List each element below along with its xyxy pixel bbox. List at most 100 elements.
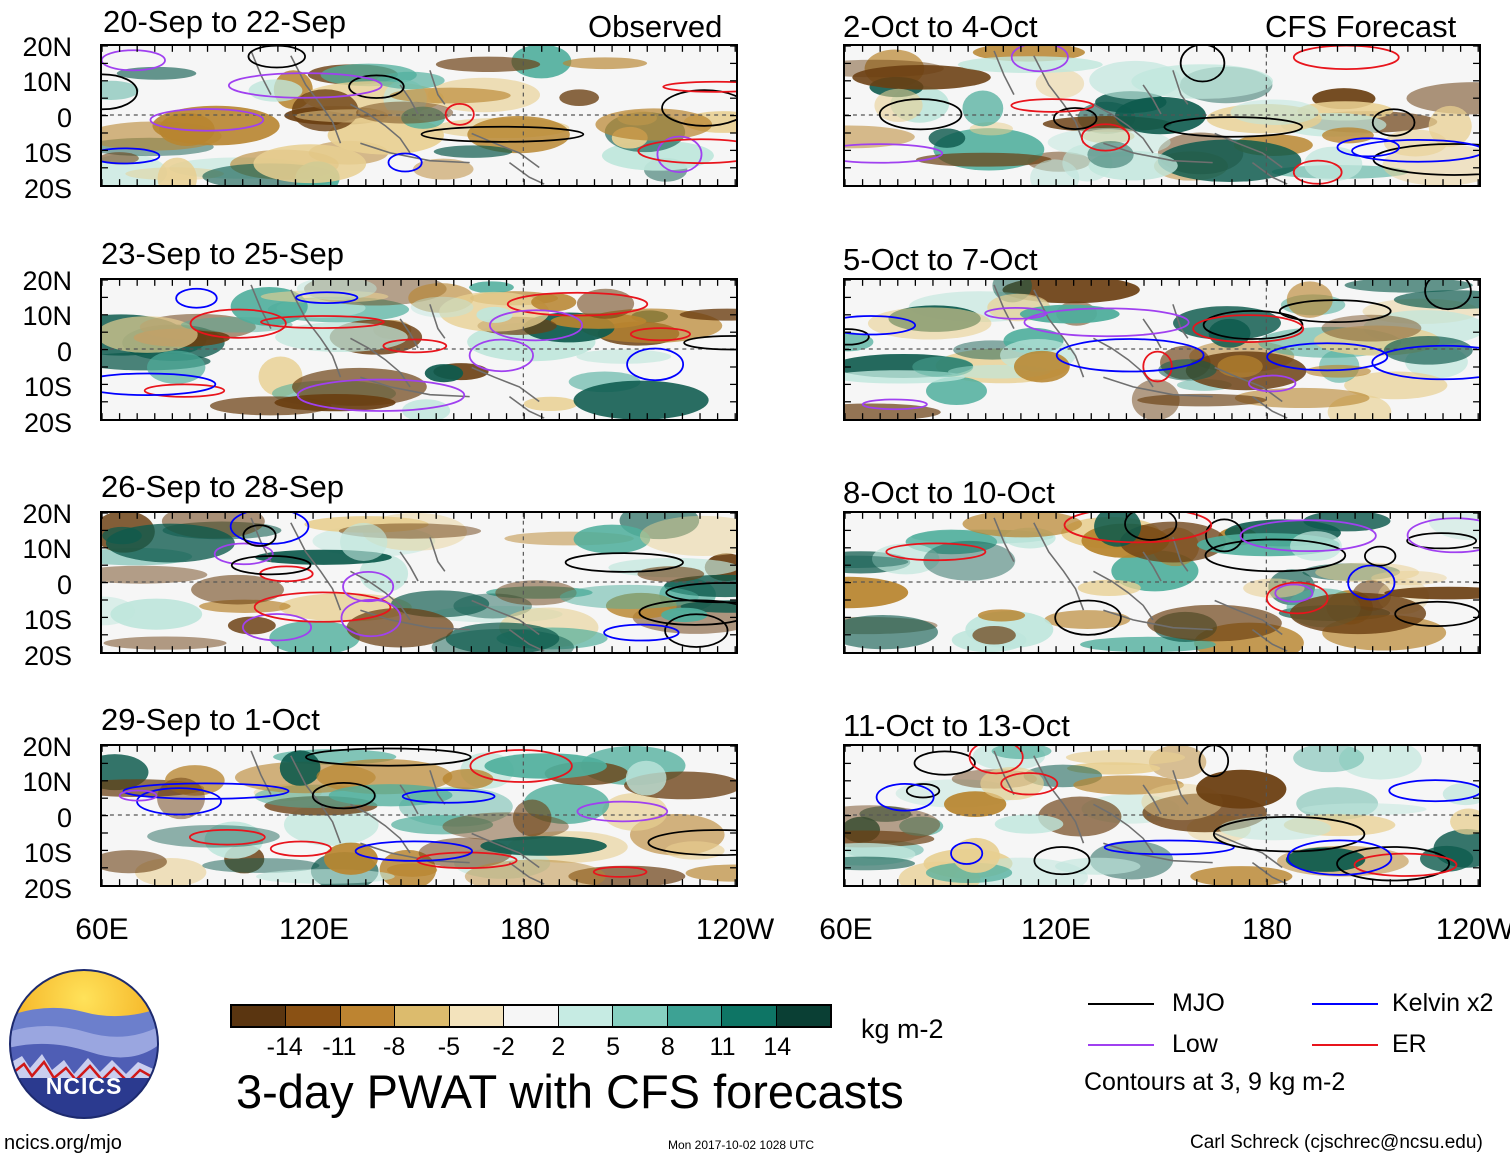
coastline [399,551,419,582]
lat-label-1-3: 10S [23,138,72,168]
wave-contour [638,599,736,626]
lat-label-2-3: 10S [23,372,72,402]
anomaly-shade [1158,359,1217,381]
anomaly-shade [1305,364,1371,378]
anomaly-shade [899,816,944,836]
anomaly-shade [994,814,1064,834]
wave-contour [1179,46,1226,83]
coastline [1093,103,1154,154]
coastline [1142,784,1162,815]
wave-contour [269,840,332,857]
coastline [350,570,411,621]
anomaly-shade [1285,847,1366,872]
coastline [250,750,272,795]
map-panel-fc-3 [843,511,1481,654]
wave-contour [845,143,944,164]
anomaly-shade [467,116,570,154]
wave-contour [564,552,684,573]
footer-url[interactable]: ncics.org/mjo [4,1132,122,1154]
anomaly-shade [845,125,915,149]
wave-contour [1266,342,1389,372]
legend-er-line [1312,1044,1378,1046]
coastline [508,862,545,885]
wave-contour [213,542,274,566]
coastline [993,517,1015,562]
lon-label-fc-60e: 60E [819,913,873,946]
anomaly-shade [1073,775,1184,795]
wave-contour [1124,513,1178,541]
wave-contour [1388,779,1479,803]
anomaly-shade [1013,350,1070,383]
colorbar-swatch [503,1006,558,1026]
anomaly-shade [874,88,923,123]
wave-contour [1347,564,1396,601]
wave-contour [656,135,703,173]
wave-contour [401,789,496,804]
wave-contour [1292,159,1343,185]
coastline [350,103,411,154]
anomaly-shade [435,56,541,72]
anomaly-shade [972,625,1016,645]
lat-label-4-2: 0 [56,803,72,833]
coastline [350,803,411,854]
coastline [429,304,446,339]
anomaly-shade [389,87,511,104]
anomaly-shade [1055,857,1141,875]
anomaly-shade [523,396,578,412]
anomaly-shade [410,296,474,318]
anomaly-shade [912,356,974,378]
wave-contour [845,328,870,346]
footer-credit: Carl Schreck (cjschrec@ncsu.edu) [1190,1132,1483,1153]
map-panel-fc-2 [843,278,1481,421]
lat-label-3-3: 10S [23,605,72,635]
wave-contour [1292,46,1400,70]
anomaly-shade [1322,127,1374,144]
lon-label-obs-60e: 60E [75,913,129,946]
wave-contour [664,613,729,648]
anomaly-shade [852,65,991,90]
colorbar-swatch [666,1006,722,1026]
wave-contour [1103,839,1235,856]
panel-title-obs-4: 29-Sep to 1-Oct [101,702,320,737]
anomaly-shade [495,580,577,606]
coastline [250,284,272,329]
anomaly-shade [1196,769,1287,809]
coastline [1172,770,1189,805]
coastline [360,376,470,398]
anomaly-shade [1230,99,1319,125]
lat-label-3-2: 0 [56,570,72,600]
wave-contour [242,613,313,642]
wave-contour [878,98,963,131]
forecast-tag: CFS Forecast [1265,9,1457,44]
observed-tag: Observed [588,9,723,44]
anomaly-shade [340,522,388,561]
anomaly-shade [977,609,1026,622]
wave-contour [1371,344,1479,381]
wave-contour [175,287,218,309]
coastline [1093,570,1154,621]
anomaly-shade [484,753,607,779]
anomaly-shade [559,584,699,609]
wave-contour [247,46,306,69]
anomaly-shade [559,89,600,106]
anomaly-shade [275,322,408,352]
anomaly-shade [639,515,736,557]
anomaly-shade [576,349,672,364]
anomaly-shade [442,768,494,790]
lat-label-3-0: 20N [22,499,72,529]
anomaly-shade [401,106,446,129]
colorbar-tick-label: 14 [763,1033,792,1061]
wave-contour [637,138,736,164]
anomaly-shade [105,523,235,563]
lon-label-fc-180: 180 [1241,913,1293,946]
anomaly-shade [433,145,513,158]
wave-contour [348,74,405,99]
wave-contour [260,315,385,329]
anomaly-shade [1393,290,1479,310]
anomaly-shade [867,307,992,340]
lat-label-1-0: 20N [22,32,72,62]
wave-contour [1371,108,1416,137]
wave-contour [305,747,472,767]
wave-contour [1336,846,1451,882]
legend-kelvin-label: Kelvin x2 [1392,989,1494,1017]
